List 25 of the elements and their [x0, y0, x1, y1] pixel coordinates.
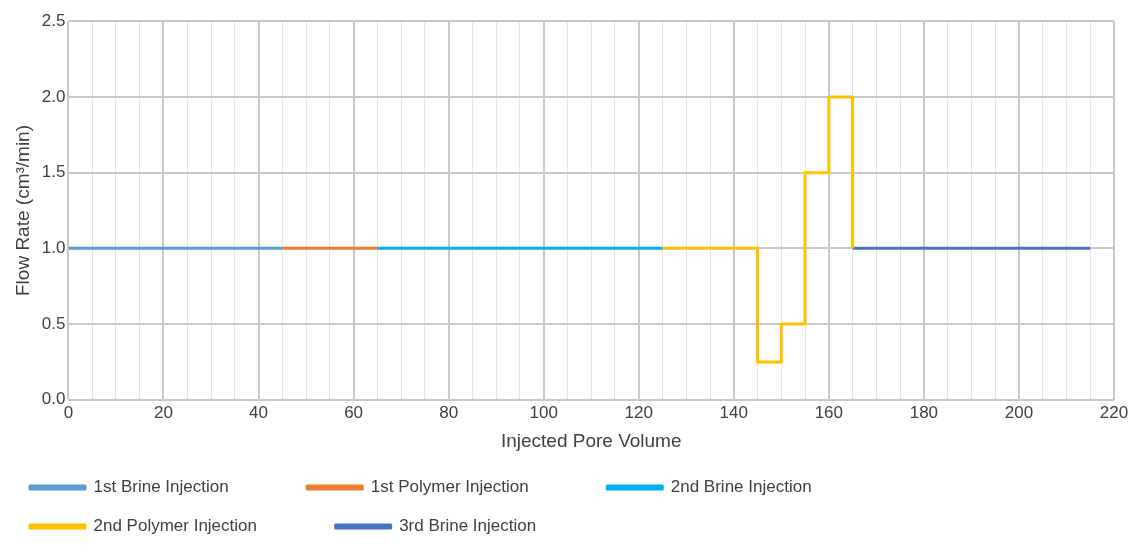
legend-label: 1st Polymer Injection [370, 477, 586, 497]
y-tick-label: 2.0 [41, 86, 66, 106]
y-tick-label: 1.0 [41, 238, 66, 258]
x-tick-label: 140 [719, 402, 748, 422]
x-tick-label: 40 [249, 402, 268, 422]
legend-label: 3rd Brine Injection [399, 516, 593, 536]
y-tick-label: 0.0 [41, 389, 66, 409]
x-tick-label: 20 [154, 402, 173, 422]
x-tick-label: 80 [439, 402, 459, 422]
y-tick-label: 0.5 [41, 313, 66, 333]
x-tick-label: 220 [1099, 402, 1129, 422]
legend-label: 2nd Polymer Injection [93, 516, 314, 536]
legend-label: 2nd Brine Injection [670, 477, 869, 497]
x-axis-title: Injected Pore Volume [500, 429, 682, 451]
x-tick-label: 60 [344, 402, 364, 422]
x-tick-label: 0 [63, 402, 74, 422]
x-tick-label: 160 [814, 402, 844, 422]
x-tick-label: 100 [529, 402, 558, 422]
y-axis-title: Flow Rate (cm³/min) [11, 124, 33, 297]
legend-label: 1st Brine Injection [93, 477, 286, 497]
x-tick-label: 200 [1004, 402, 1034, 422]
x-tick-label: 180 [909, 402, 939, 422]
x-tick-label: 120 [624, 402, 653, 422]
y-tick-label: 1.5 [41, 162, 66, 182]
y-tick-label: 2.5 [41, 10, 66, 30]
